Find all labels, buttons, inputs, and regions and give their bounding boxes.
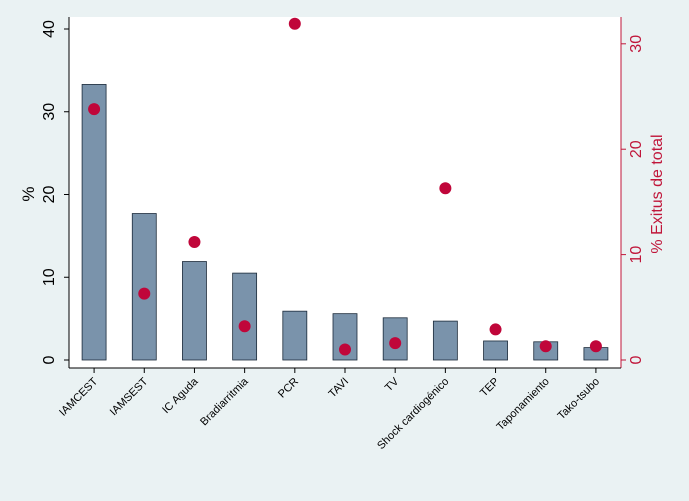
data-point (188, 235, 201, 248)
x-tick-label: IAMCEST (57, 375, 100, 418)
x-tick-label: Tako-tsubo (555, 376, 602, 423)
right-tick-label: 30 (628, 35, 645, 53)
bar (182, 261, 207, 361)
data-point (138, 287, 151, 300)
left-tick-label: 0 (41, 355, 58, 364)
data-point (439, 182, 452, 195)
data-point (288, 17, 301, 30)
bar (131, 213, 157, 361)
data-point (238, 320, 251, 333)
bar (432, 320, 458, 361)
x-tick-label: TAVI (326, 376, 351, 401)
x-tick-label: TV (383, 375, 402, 394)
data-point (389, 337, 402, 350)
x-tick-label: PCR (276, 376, 301, 401)
data-point (539, 340, 552, 353)
data-point (88, 103, 101, 116)
bar (483, 340, 508, 361)
x-tick-label: TEP (478, 376, 502, 400)
right-tick-label: 20 (628, 140, 645, 158)
left-ticks: 0 10 20 30 40 (41, 20, 69, 364)
x-tick-label: IAMSEST (108, 375, 151, 418)
data-point (589, 340, 602, 353)
bar (81, 84, 107, 361)
data-point (339, 343, 351, 356)
left-tick-label: 20 (41, 186, 58, 204)
gridlines (69, 28, 621, 278)
x-tick-label: IC Aguda (160, 375, 201, 416)
left-tick-label: 30 (41, 103, 58, 121)
right-ticks: 0 10 20 30 (621, 35, 645, 364)
points (88, 17, 602, 356)
left-tick-label: 10 (41, 268, 58, 286)
right-tick-label: 0 (628, 355, 645, 364)
data-point (489, 323, 502, 336)
left-tick-label: 40 (41, 20, 58, 38)
bars (81, 84, 609, 361)
bar (282, 310, 308, 361)
x-tick-label: Bradiarritmia (198, 375, 251, 428)
plot-area (69, 17, 621, 368)
bar (232, 272, 258, 361)
y-axis-title: % (19, 186, 38, 201)
y2-axis-title: % Exitus de total (649, 134, 666, 253)
x-tick-label: Taponamiento (494, 376, 551, 433)
right-tick-label: 10 (628, 246, 645, 264)
